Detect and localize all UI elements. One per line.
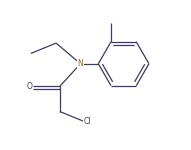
Text: Cl: Cl <box>84 117 91 126</box>
Text: N: N <box>78 59 83 68</box>
Text: O: O <box>26 82 32 91</box>
